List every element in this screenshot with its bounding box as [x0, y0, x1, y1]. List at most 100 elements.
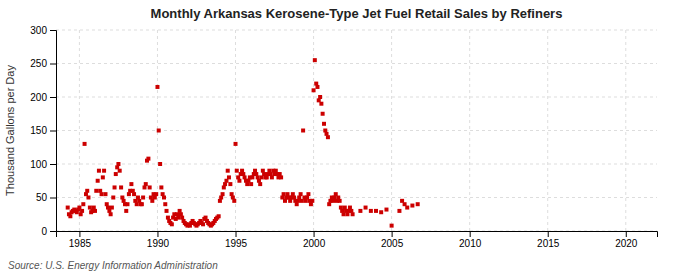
x-tick-label: 2005 [381, 238, 404, 249]
y-grid-line [56, 197, 657, 198]
point [163, 202, 167, 206]
point [102, 169, 106, 173]
point [113, 185, 117, 189]
x-tick: 2015 [537, 231, 560, 249]
y-tick-mark [50, 164, 56, 165]
y-grid-line [56, 164, 657, 165]
point [103, 192, 107, 196]
point [158, 162, 162, 166]
y-tick: 50 [36, 192, 56, 203]
point [312, 88, 316, 92]
x-tick: 1990 [147, 231, 170, 249]
x-tick-label: 2010 [459, 238, 482, 249]
y-tick-label: 150 [30, 125, 47, 136]
point [141, 196, 145, 200]
y-grid-line [56, 130, 657, 131]
y-tick-mark [50, 231, 56, 232]
point [379, 210, 383, 214]
point [369, 209, 373, 213]
annotation: Source: U.S. Energy Information Administ… [8, 260, 218, 271]
point [66, 206, 70, 210]
point [162, 196, 166, 200]
y-tick-label: 300 [30, 25, 47, 36]
title: Monthly Arkansas Kerosene-Type Jet Fuel … [151, 6, 563, 21]
y-tick-label: 0 [41, 226, 47, 237]
y-grid-line [56, 30, 657, 31]
x-tick-label: 2020 [615, 238, 638, 249]
x-tick-mark [236, 231, 237, 237]
point [374, 209, 378, 213]
point [299, 192, 303, 196]
point [110, 206, 114, 210]
y-tick-mark [50, 30, 56, 31]
y-tick-label: 50 [36, 192, 48, 203]
x-axis-line [57, 232, 658, 238]
point [159, 185, 163, 189]
x-axis: 19851990199520002005201020152020 [57, 231, 658, 249]
x-tick-label: 2000 [303, 238, 326, 249]
point [94, 189, 98, 193]
y-axis-title: Thousand Gallons per Day [4, 65, 16, 196]
point [338, 199, 342, 203]
point [258, 182, 262, 186]
point [68, 214, 72, 218]
point [140, 202, 144, 206]
y-grid-line [56, 63, 657, 64]
y-tick-label: 100 [30, 159, 47, 170]
point [100, 192, 104, 196]
point [221, 192, 225, 196]
point [234, 142, 238, 146]
point [397, 209, 401, 213]
point [118, 169, 122, 173]
point [226, 169, 230, 173]
point [154, 192, 158, 196]
x-tick: 2005 [381, 231, 404, 249]
x-tick-label: 1990 [147, 238, 170, 249]
x-grid-line [391, 30, 392, 231]
point [101, 175, 105, 179]
grid [56, 30, 657, 231]
point [301, 129, 305, 133]
point [249, 182, 253, 186]
point [237, 179, 241, 183]
point [321, 112, 325, 116]
point [227, 175, 231, 179]
y-tick: 300 [30, 25, 56, 36]
point [410, 204, 414, 208]
point [119, 185, 123, 189]
point [80, 209, 84, 213]
point [81, 202, 85, 206]
point [114, 172, 118, 176]
points [66, 58, 420, 227]
point [96, 179, 100, 183]
point [279, 175, 283, 179]
y-tick-mark [50, 198, 56, 199]
point [170, 222, 174, 226]
y-axis: 050100150200250300 [30, 25, 56, 237]
x-tick: 2010 [459, 231, 482, 249]
x-tick: 2000 [303, 231, 326, 249]
x-tick-mark [392, 231, 393, 237]
point [155, 85, 159, 89]
point [125, 202, 129, 206]
point [86, 196, 90, 200]
x-tick: 1995 [225, 231, 248, 249]
point [322, 122, 326, 126]
point [306, 192, 310, 196]
x-tick-label: 1995 [225, 238, 248, 249]
y-tick: 150 [30, 125, 56, 136]
y-tick-mark [50, 64, 56, 65]
point [235, 169, 239, 173]
y-axis-line [50, 31, 57, 232]
point [97, 169, 101, 173]
point [124, 209, 128, 213]
point [228, 182, 232, 186]
x-tick: 2020 [615, 231, 638, 249]
y-tick: 0 [41, 226, 56, 237]
point [116, 162, 120, 166]
point [390, 224, 394, 228]
point [109, 212, 113, 216]
x-tick-mark [626, 231, 627, 237]
point [129, 182, 133, 186]
x-tick-mark [314, 231, 315, 237]
